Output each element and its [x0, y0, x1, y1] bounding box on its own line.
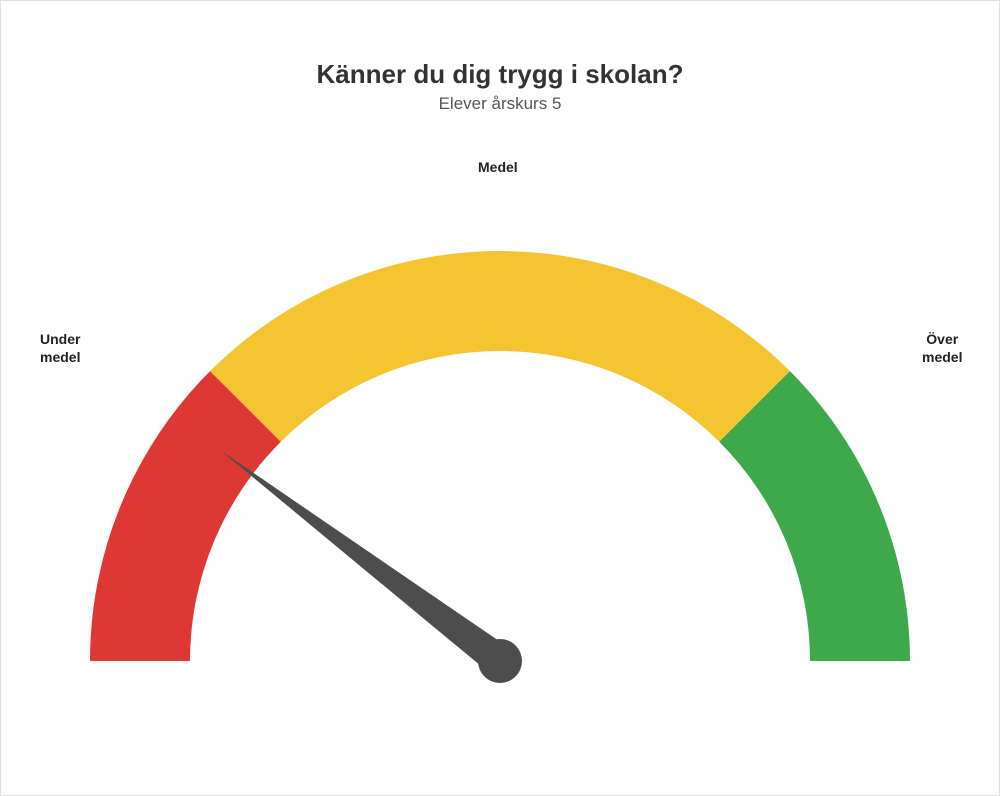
gauge-segment-over: [719, 371, 910, 661]
gauge-label-over: Över medel: [922, 331, 962, 366]
gauge-label-under: Under medel: [40, 331, 80, 366]
gauge-pivot: [478, 639, 522, 683]
gauge-segment-medel: [210, 251, 790, 442]
titles: Känner du dig trygg i skolan? Elever års…: [1, 59, 999, 114]
chart-title: Känner du dig trygg i skolan?: [1, 59, 999, 90]
gauge-segment-under: [90, 371, 281, 661]
gauge-svg: [60, 201, 940, 701]
chart-subtitle: Elever årskurs 5: [1, 94, 999, 114]
gauge: Under medelMedelÖver medel: [60, 201, 940, 701]
gauge-needle: [220, 450, 509, 673]
chart-frame: Känner du dig trygg i skolan? Elever års…: [0, 0, 1000, 796]
gauge-label-medel: Medel: [478, 159, 518, 177]
